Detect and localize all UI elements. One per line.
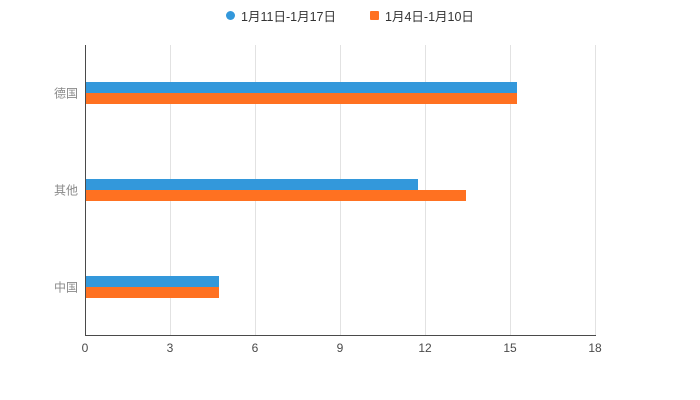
legend-label-series2: 1月4日-1月10日 xyxy=(385,10,474,24)
x-tick-label: 6 xyxy=(251,341,259,355)
x-tick-label: 15 xyxy=(503,341,517,355)
series2-marker-icon xyxy=(370,11,379,20)
y-category-label: 其他 xyxy=(53,183,78,198)
bar-其他-series1 xyxy=(86,179,418,190)
bar-德国-series1 xyxy=(86,82,517,94)
plot-area xyxy=(85,45,596,336)
gridline xyxy=(510,45,511,335)
x-tick-label: 3 xyxy=(166,341,174,355)
legend-label-series1: 1月11日-1月17日 xyxy=(241,10,336,24)
y-category-label: 中国 xyxy=(53,280,78,295)
x-tick-label: 12 xyxy=(418,341,432,355)
x-tick-label: 0 xyxy=(81,341,89,355)
x-tick-label: 18 xyxy=(588,341,602,355)
gridline xyxy=(595,45,596,335)
legend-item-series2[interactable]: 1月4日-1月10日 xyxy=(370,6,474,25)
bar-德国-series2 xyxy=(86,93,517,105)
bar-其他-series2 xyxy=(86,190,466,201)
bar-中国-series2 xyxy=(86,286,220,298)
bar-中国-series1 xyxy=(86,275,220,287)
series1-marker-icon xyxy=(226,11,236,20)
y-category-label: 德国 xyxy=(53,86,78,101)
x-tick-label: 9 xyxy=(336,341,344,355)
legend-item-series1[interactable]: 1月11日-1月17日 xyxy=(226,6,336,25)
legend: 1月11日-1月17日 1月4日-1月10日 xyxy=(0,6,700,25)
